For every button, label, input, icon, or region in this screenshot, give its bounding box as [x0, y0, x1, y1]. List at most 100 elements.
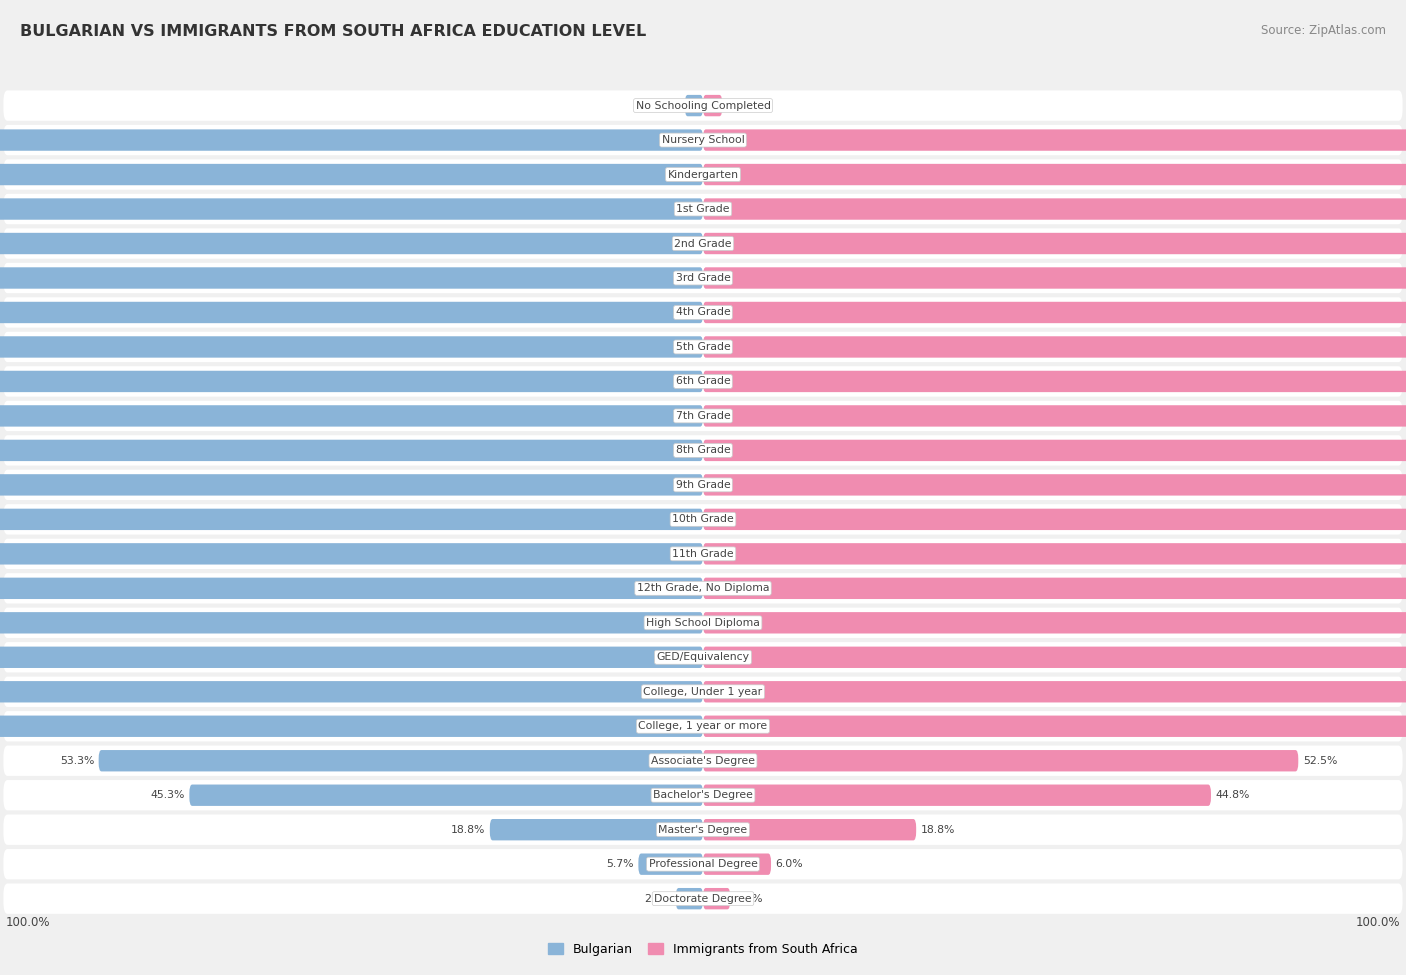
- Text: 5.7%: 5.7%: [606, 859, 634, 869]
- Text: 44.8%: 44.8%: [1216, 790, 1250, 800]
- FancyBboxPatch shape: [0, 370, 703, 392]
- FancyBboxPatch shape: [3, 263, 1403, 293]
- FancyBboxPatch shape: [703, 750, 1298, 771]
- FancyBboxPatch shape: [190, 785, 703, 806]
- FancyBboxPatch shape: [676, 888, 703, 910]
- Text: Doctorate Degree: Doctorate Degree: [654, 894, 752, 904]
- Legend: Bulgarian, Immigrants from South Africa: Bulgarian, Immigrants from South Africa: [543, 938, 863, 961]
- FancyBboxPatch shape: [0, 302, 703, 323]
- FancyBboxPatch shape: [3, 538, 1403, 569]
- FancyBboxPatch shape: [0, 509, 703, 530]
- FancyBboxPatch shape: [3, 332, 1403, 362]
- Text: Associate's Degree: Associate's Degree: [651, 756, 755, 765]
- FancyBboxPatch shape: [3, 573, 1403, 604]
- Text: Professional Degree: Professional Degree: [648, 859, 758, 869]
- FancyBboxPatch shape: [3, 401, 1403, 431]
- FancyBboxPatch shape: [703, 682, 1406, 702]
- FancyBboxPatch shape: [0, 233, 703, 254]
- FancyBboxPatch shape: [3, 814, 1403, 845]
- Text: College, Under 1 year: College, Under 1 year: [644, 686, 762, 697]
- Text: 52.5%: 52.5%: [1303, 756, 1337, 765]
- Text: 5th Grade: 5th Grade: [676, 342, 730, 352]
- FancyBboxPatch shape: [0, 440, 703, 461]
- Text: 11th Grade: 11th Grade: [672, 549, 734, 559]
- FancyBboxPatch shape: [703, 302, 1406, 323]
- Text: 2.4%: 2.4%: [735, 894, 762, 904]
- FancyBboxPatch shape: [3, 677, 1403, 707]
- FancyBboxPatch shape: [0, 164, 703, 185]
- FancyBboxPatch shape: [703, 198, 1406, 219]
- FancyBboxPatch shape: [703, 267, 1406, 289]
- FancyBboxPatch shape: [703, 646, 1406, 668]
- Text: 53.3%: 53.3%: [59, 756, 94, 765]
- FancyBboxPatch shape: [3, 159, 1403, 190]
- Text: 45.3%: 45.3%: [150, 790, 184, 800]
- FancyBboxPatch shape: [489, 819, 703, 840]
- FancyBboxPatch shape: [3, 367, 1403, 397]
- Text: 9th Grade: 9th Grade: [676, 480, 730, 489]
- Text: High School Diploma: High School Diploma: [647, 618, 759, 628]
- Text: Bachelor's Degree: Bachelor's Degree: [652, 790, 754, 800]
- FancyBboxPatch shape: [703, 440, 1406, 461]
- FancyBboxPatch shape: [0, 716, 703, 737]
- FancyBboxPatch shape: [703, 509, 1406, 530]
- Text: 3rd Grade: 3rd Grade: [675, 273, 731, 283]
- Text: GED/Equivalency: GED/Equivalency: [657, 652, 749, 662]
- Text: No Schooling Completed: No Schooling Completed: [636, 100, 770, 110]
- Text: 10th Grade: 10th Grade: [672, 515, 734, 525]
- FancyBboxPatch shape: [703, 164, 1406, 185]
- FancyBboxPatch shape: [3, 607, 1403, 638]
- FancyBboxPatch shape: [703, 612, 1406, 634]
- Text: 2.4%: 2.4%: [644, 894, 671, 904]
- Text: 1.6%: 1.6%: [652, 100, 681, 110]
- FancyBboxPatch shape: [0, 130, 703, 151]
- FancyBboxPatch shape: [3, 780, 1403, 810]
- FancyBboxPatch shape: [98, 750, 703, 771]
- FancyBboxPatch shape: [703, 130, 1406, 151]
- Text: 18.8%: 18.8%: [451, 825, 485, 835]
- FancyBboxPatch shape: [3, 711, 1403, 741]
- FancyBboxPatch shape: [3, 849, 1403, 879]
- FancyBboxPatch shape: [703, 785, 1211, 806]
- FancyBboxPatch shape: [0, 474, 703, 495]
- FancyBboxPatch shape: [3, 228, 1403, 258]
- FancyBboxPatch shape: [3, 643, 1403, 673]
- Text: 100.0%: 100.0%: [1355, 916, 1400, 928]
- FancyBboxPatch shape: [703, 888, 730, 910]
- FancyBboxPatch shape: [3, 297, 1403, 328]
- FancyBboxPatch shape: [0, 612, 703, 634]
- Text: 100.0%: 100.0%: [6, 916, 51, 928]
- FancyBboxPatch shape: [703, 370, 1406, 392]
- Text: 2nd Grade: 2nd Grade: [675, 239, 731, 249]
- Text: Master's Degree: Master's Degree: [658, 825, 748, 835]
- FancyBboxPatch shape: [703, 474, 1406, 495]
- FancyBboxPatch shape: [3, 504, 1403, 534]
- FancyBboxPatch shape: [3, 91, 1403, 121]
- FancyBboxPatch shape: [3, 470, 1403, 500]
- FancyBboxPatch shape: [703, 819, 917, 840]
- FancyBboxPatch shape: [0, 577, 703, 599]
- FancyBboxPatch shape: [0, 543, 703, 565]
- Text: College, 1 year or more: College, 1 year or more: [638, 722, 768, 731]
- FancyBboxPatch shape: [703, 716, 1406, 737]
- FancyBboxPatch shape: [703, 233, 1406, 254]
- FancyBboxPatch shape: [703, 577, 1406, 599]
- Text: 6th Grade: 6th Grade: [676, 376, 730, 386]
- FancyBboxPatch shape: [0, 682, 703, 702]
- Text: 12th Grade, No Diploma: 12th Grade, No Diploma: [637, 583, 769, 594]
- Text: Source: ZipAtlas.com: Source: ZipAtlas.com: [1261, 24, 1386, 37]
- FancyBboxPatch shape: [685, 95, 703, 116]
- FancyBboxPatch shape: [0, 646, 703, 668]
- Text: 6.0%: 6.0%: [776, 859, 803, 869]
- Text: 8th Grade: 8th Grade: [676, 446, 730, 455]
- FancyBboxPatch shape: [0, 198, 703, 219]
- Text: 1st Grade: 1st Grade: [676, 204, 730, 215]
- FancyBboxPatch shape: [3, 435, 1403, 466]
- Text: 7th Grade: 7th Grade: [676, 410, 730, 421]
- FancyBboxPatch shape: [0, 406, 703, 427]
- FancyBboxPatch shape: [703, 543, 1406, 565]
- FancyBboxPatch shape: [638, 853, 703, 875]
- FancyBboxPatch shape: [703, 95, 723, 116]
- FancyBboxPatch shape: [3, 194, 1403, 224]
- FancyBboxPatch shape: [703, 406, 1406, 427]
